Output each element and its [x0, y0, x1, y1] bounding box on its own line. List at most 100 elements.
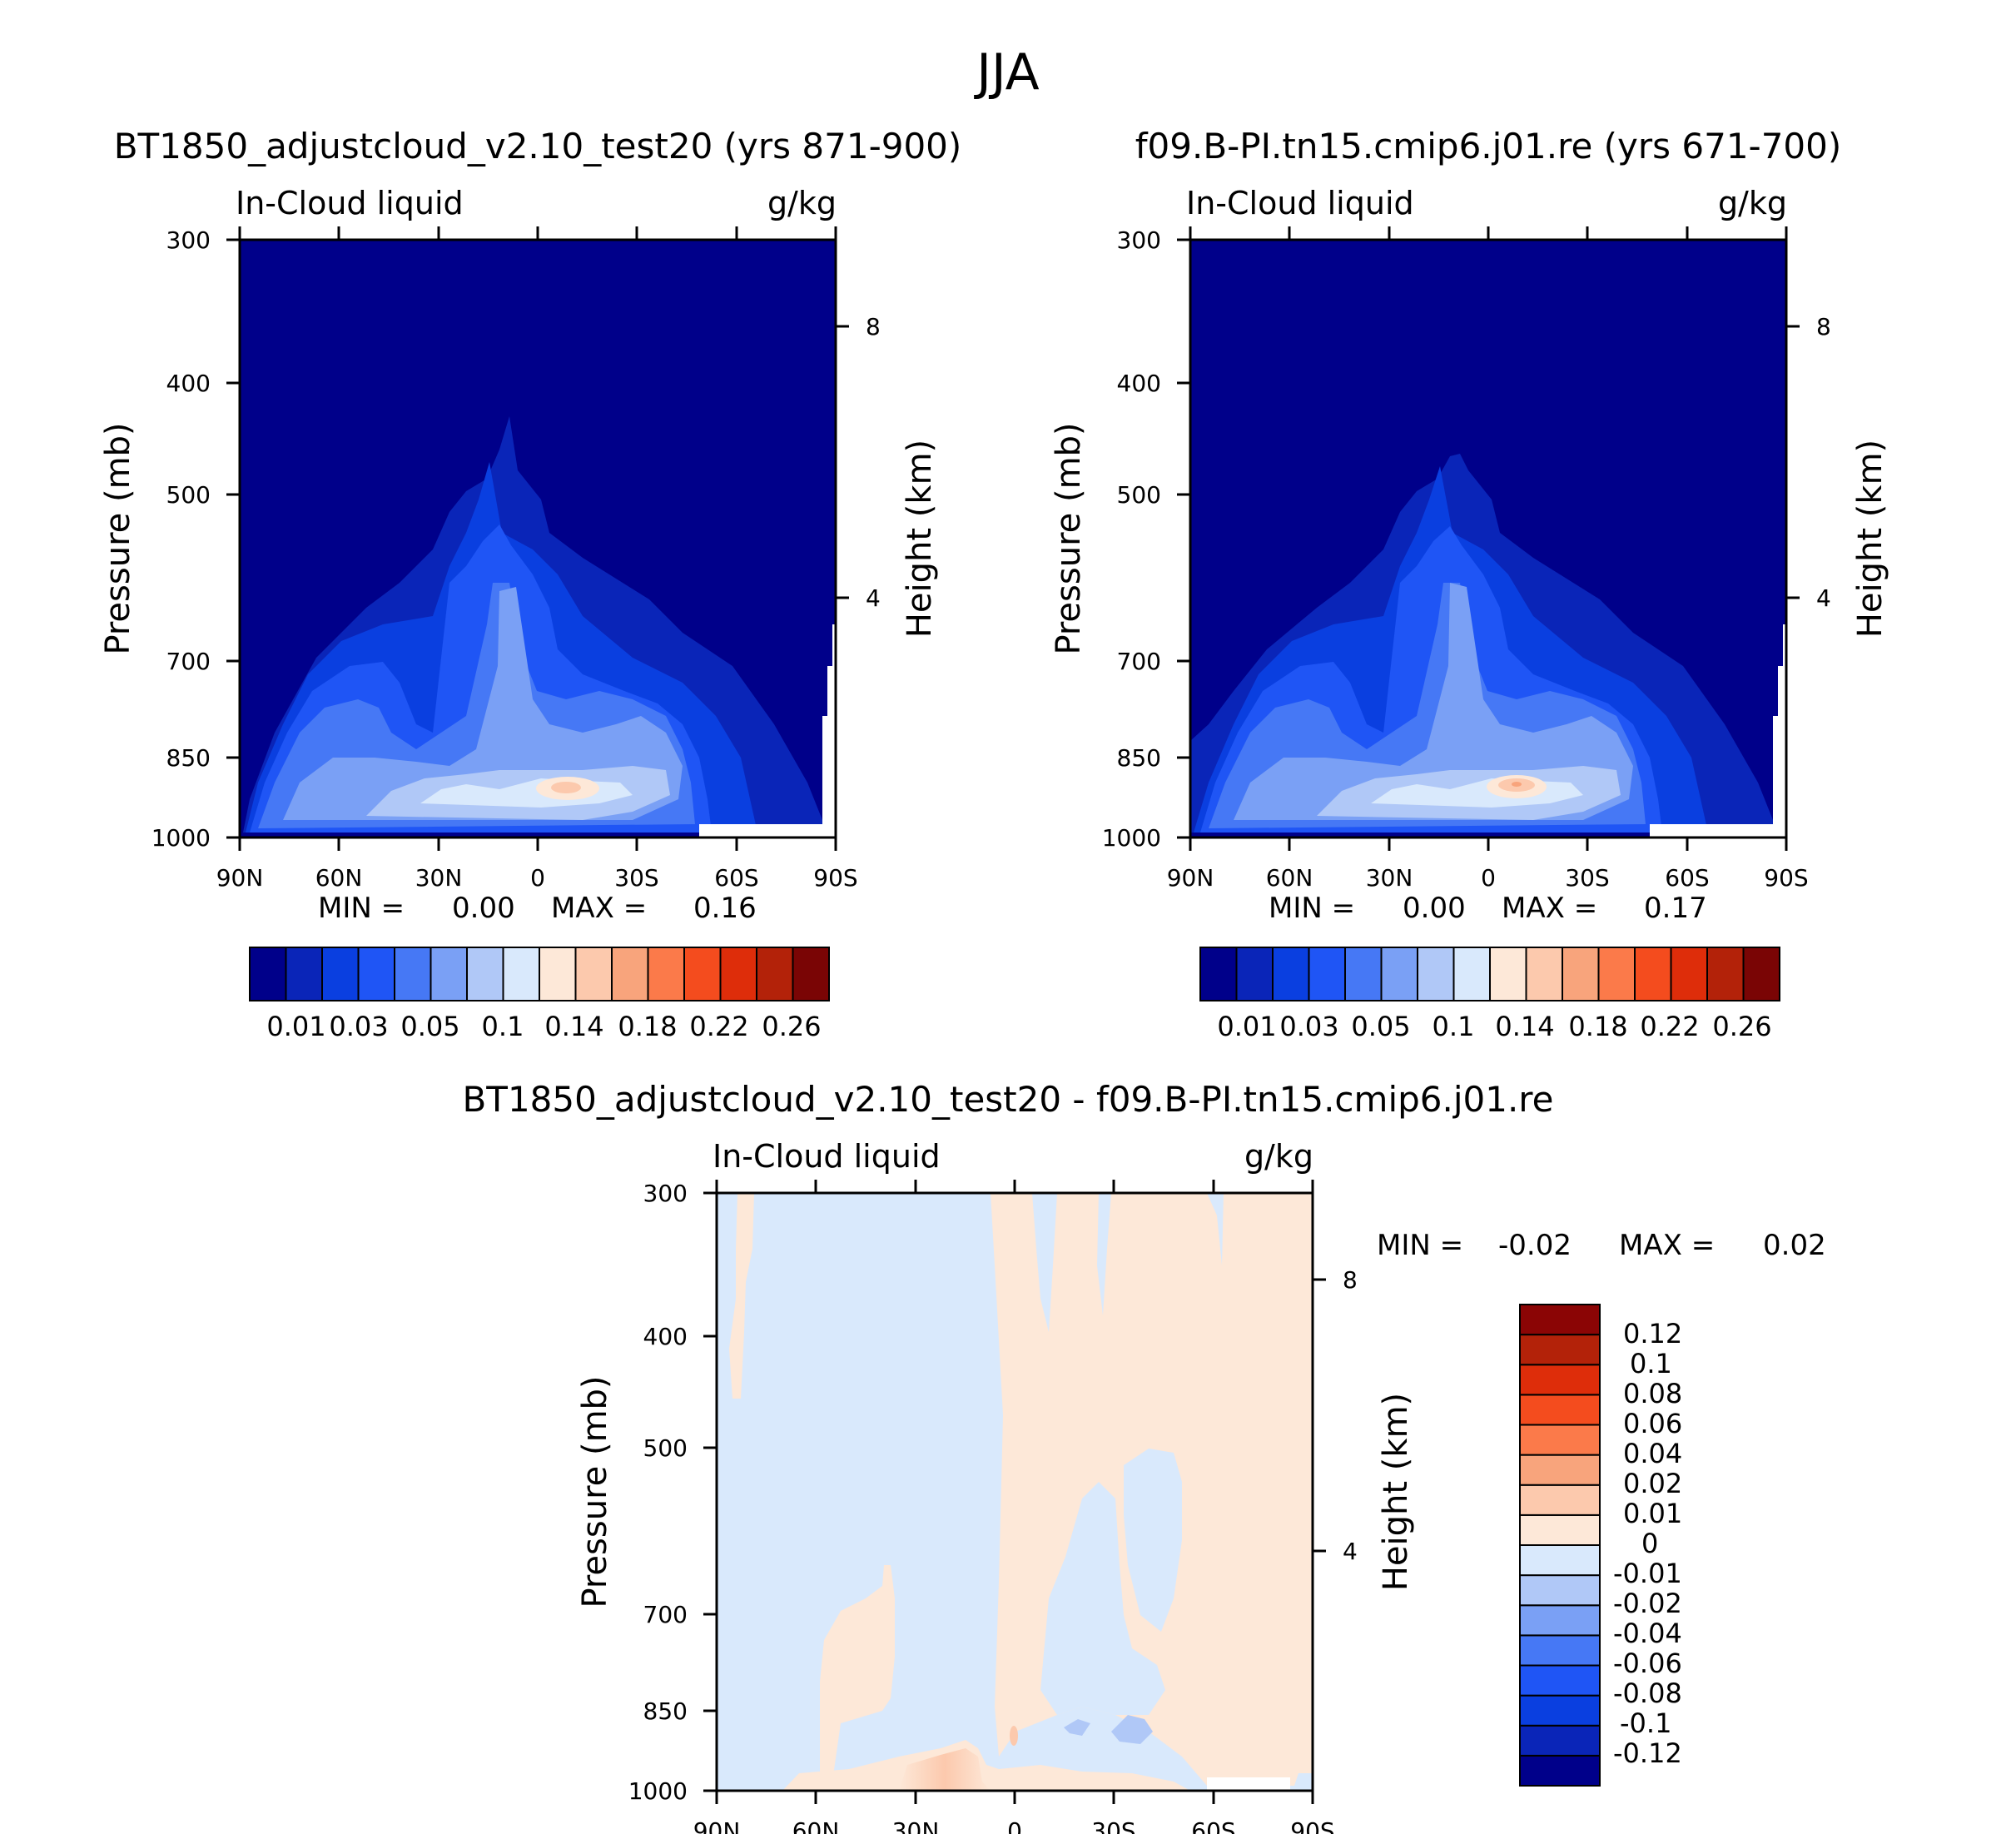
panel-3-xtick-3: 0	[1007, 1817, 1022, 1834]
panel-3-positive-strip-surface-west	[899, 1748, 991, 1791]
panel-1-units: g/kg	[767, 185, 837, 221]
panel-2-colorbar-swatch-11	[1597, 947, 1636, 1001]
panel-3-xtick-0: 90N	[693, 1817, 741, 1834]
panel-1-colorbar-swatch-15	[792, 947, 830, 1001]
panel-2-colorbar-swatch-2	[1272, 947, 1310, 1001]
panel-3-colorbar-swatch-1	[1519, 1724, 1601, 1757]
panel-3-positive-region-surface	[782, 1740, 1190, 1791]
panel-3-ytick-2: 500	[643, 1434, 688, 1462]
panel-3-colorbar-label-9: -0.02	[1613, 1588, 1682, 1619]
panel-1-colorbar-label-2: 0.05	[400, 1011, 459, 1042]
panel-2-axes	[1177, 226, 1800, 851]
panel-2-missing-data	[1650, 824, 1786, 837]
panel-2-colorbar-labels: 0.01 0.03 0.05 0.1 0.14 0.18 0.22 0.26	[1217, 1011, 1771, 1042]
panel-2-colorbar-swatch-10	[1562, 947, 1600, 1001]
panel-2-colorbar-swatch-5	[1380, 947, 1418, 1001]
panel-3-units: g/kg	[1244, 1138, 1313, 1175]
panel-1-colorbar-swatch-14	[756, 947, 794, 1001]
panel-3-xtick-4: 30S	[1091, 1817, 1135, 1834]
panel-3-colorbar-label-13: -0.1	[1620, 1707, 1671, 1739]
panel-3-max-value: 0.02	[1763, 1229, 1826, 1262]
panel-2-colorbar-swatch-15	[1742, 947, 1780, 1001]
panel-3-negative-region-mid	[1124, 1449, 1182, 1632]
panel-3-colorbar-swatch-11	[1519, 1424, 1601, 1456]
panel-3-ytick-4: 850	[643, 1697, 688, 1725]
panel-3-colorbar-swatch-5	[1519, 1604, 1601, 1637]
panel-3-positive-strip-west	[729, 1193, 754, 1399]
panel-1-colorbar-label-7: 0.26	[762, 1011, 821, 1042]
panel-3-colorbar-label-10: -0.04	[1613, 1618, 1682, 1649]
panel-2-colorbar-label-2: 0.05	[1351, 1011, 1410, 1042]
panel-3-negative-spot-2	[1111, 1715, 1153, 1744]
panel-1-xtick-2: 30N	[415, 864, 463, 892]
panel-3-negative-region-east	[1040, 1482, 1165, 1715]
panel-3-positive-spot	[1010, 1726, 1018, 1746]
panel-3-colorbar-label-2: 0.08	[1623, 1378, 1682, 1409]
panel-1-colorbar-label-4: 0.14	[544, 1011, 603, 1042]
panel-1-xtick-4: 30S	[614, 864, 658, 892]
panel-3-colorbar-label-7: 0	[1641, 1528, 1658, 1559]
panel-1-ytick-0: 300	[166, 226, 211, 254]
panel-2-colorbar-swatch-4	[1344, 947, 1383, 1001]
panel-1-xtick-6: 90S	[813, 864, 857, 892]
panel-1-missing-data	[699, 824, 836, 837]
panel-3-axes	[703, 1180, 1326, 1804]
panel-1-ytick-5: 1000	[151, 824, 211, 852]
panel-2-ytick-0: 300	[1117, 226, 1161, 254]
panel-3-colorbar-swatch-9	[1519, 1484, 1601, 1516]
panel-1-colorbar-label-5: 0.18	[618, 1011, 677, 1042]
panel-2-colorbar-label-6: 0.22	[1640, 1011, 1699, 1042]
panel-3-title: BT1850_adjustcloud_v2.10_test20 - f09.B-…	[462, 1079, 1553, 1120]
panel-1-left-subtitle: In-Cloud liquid	[236, 185, 464, 221]
panel-2-colorbar-swatch-3	[1308, 947, 1346, 1001]
panel-1-colorbar	[249, 947, 830, 1001]
panel-2-y2tick-1: 4	[1816, 584, 1831, 612]
panel-1: BT1850_adjustcloud_v2.10_test20 (yrs 871…	[99, 126, 961, 1042]
panel-2-ytick-2: 500	[1117, 481, 1161, 509]
panel-2-min-value: 0.00	[1403, 892, 1466, 925]
panel-1-ytick-2: 500	[166, 481, 211, 509]
panel-1-colorbar-swatch-0	[249, 947, 287, 1001]
panel-2-ytick-5: 1000	[1102, 824, 1161, 852]
panel-3-xtick-6: 90S	[1290, 1817, 1334, 1834]
panel-1-colorbar-swatch-11	[647, 947, 685, 1001]
panel-2-ytick-1: 400	[1117, 370, 1161, 397]
panel-3-colorbar-label-11: -0.06	[1613, 1648, 1682, 1679]
panel-1-xtick-0: 90N	[216, 864, 264, 892]
panel-3-negative-region-far-east	[1207, 1193, 1224, 1265]
panel-1-plot-area	[240, 240, 836, 837]
panel-3-colorbar-swatch-10	[1519, 1454, 1601, 1486]
panel-2-colorbar-swatch-13	[1670, 947, 1708, 1001]
panel-1-y2label: Height (km)	[901, 440, 939, 638]
panel-3-negative-region-upper	[1032, 1193, 1057, 1332]
panel-2-colorbar-label-0: 0.01	[1217, 1011, 1276, 1042]
panel-1-missing-data-edge	[822, 624, 836, 837]
panel-1-y2tick-1: 4	[866, 584, 881, 612]
panel-2-y2label: Height (km)	[1851, 440, 1889, 638]
panel-1-y2tick-0: 8	[866, 313, 881, 340]
panel-1-xtick-1: 60N	[315, 864, 363, 892]
panel-1-min-value: 0.00	[452, 892, 515, 925]
panel-1-ytick-4: 850	[166, 744, 211, 772]
panel-2-colorbar-swatch-6	[1417, 947, 1455, 1001]
panel-1-colorbar-swatch-1	[285, 947, 323, 1001]
figure-title: JJA	[973, 43, 1039, 102]
panel-2-xtick-2: 30N	[1366, 864, 1413, 892]
panel-2-contour-level-10	[1512, 782, 1522, 787]
panel-3-xtick-5: 60S	[1191, 1817, 1235, 1834]
panel-2-colorbar-swatch-1	[1235, 947, 1274, 1001]
panel-3-plot-area	[717, 1193, 1313, 1791]
panel-2-colorbar-swatch-8	[1489, 947, 1527, 1001]
panel-3-max-label: MAX =	[1619, 1229, 1715, 1262]
panel-3-negative-region-streak	[1097, 1193, 1111, 1315]
panel-2-colorbar-swatch-9	[1525, 947, 1563, 1001]
panel-1-xtick-5: 60S	[714, 864, 758, 892]
panel-1-colorbar-swatch-13	[719, 947, 757, 1001]
panel-1-colorbar-swatch-4	[394, 947, 432, 1001]
panel-2-xtick-5: 60S	[1665, 864, 1709, 892]
panel-3-colorbar-swatch-13	[1519, 1364, 1601, 1396]
panel-2: f09.B-PI.tn15.cmip6.j01.re (yrs 671-700)…	[1050, 126, 1889, 1042]
panel-1-contour-level-5	[283, 587, 683, 820]
panel-3-min-label: MIN =	[1377, 1229, 1463, 1262]
panel-1-colorbar-swatch-12	[683, 947, 722, 1001]
